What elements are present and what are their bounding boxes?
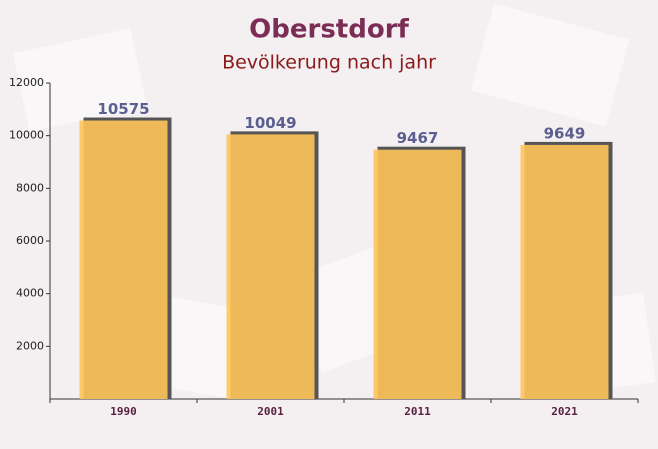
y-tick-label: 12000 [9, 76, 44, 89]
x-tick-label: 2021 [551, 405, 578, 418]
x-tick-label: 1990 [110, 405, 137, 418]
value-label: 10049 [244, 114, 296, 132]
y-tick-label: 4000 [16, 287, 44, 300]
chart-subtitle: Bevölkerung nach jahr [222, 52, 436, 74]
bar [226, 134, 315, 399]
value-label: 9649 [544, 124, 586, 142]
value-label: 10575 [97, 100, 149, 118]
x-tick-label: 2001 [257, 405, 284, 418]
y-tick-label: 6000 [16, 234, 44, 247]
value-label: 9467 [397, 129, 439, 147]
chart-title: Oberstdorf [249, 15, 409, 45]
bar [520, 144, 609, 399]
y-tick-label: 8000 [16, 181, 44, 194]
x-tick-label: 2011 [404, 405, 431, 418]
y-tick-label: 10000 [9, 129, 44, 142]
bar [79, 120, 168, 400]
y-tick-label: 2000 [16, 339, 44, 352]
bar [373, 149, 462, 399]
